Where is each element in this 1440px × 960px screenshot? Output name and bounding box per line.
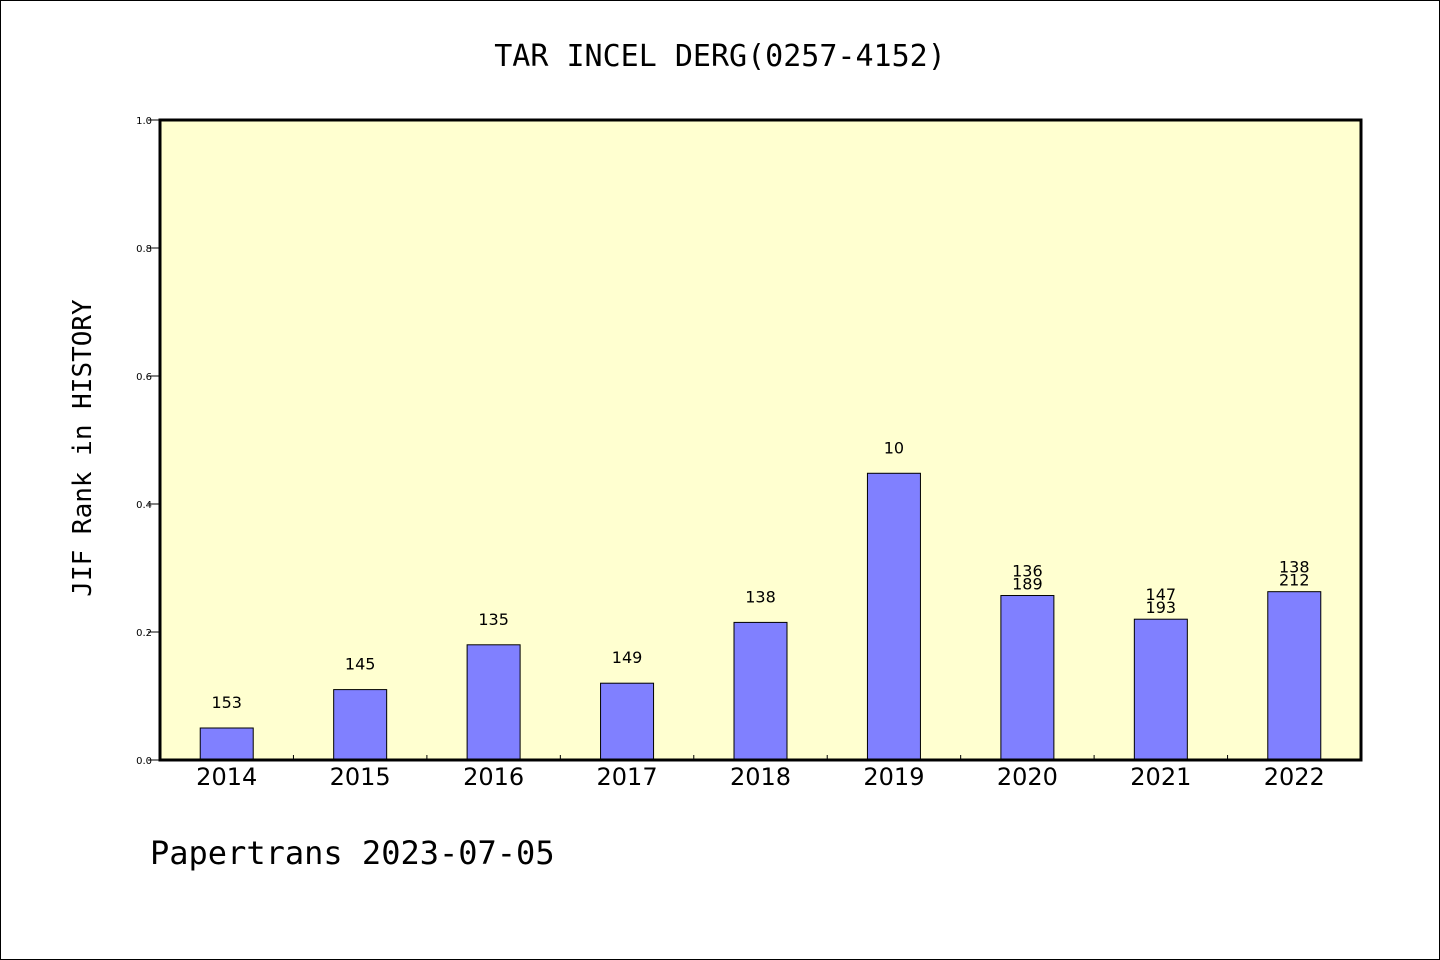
- x-tick-label: 2015: [330, 763, 391, 791]
- bar-data-label: 136: [1012, 562, 1043, 581]
- bar-data-label: 135: [478, 610, 509, 629]
- bar-2018: [733, 621, 788, 761]
- x-tick-label: 2018: [730, 763, 791, 791]
- bar-data-label: 193: [1146, 598, 1177, 617]
- x-tick-label: 2022: [1264, 763, 1325, 791]
- bar-data-label: 145: [345, 655, 376, 674]
- bar-data-label: 138: [745, 587, 776, 606]
- x-tick-label: 2021: [1130, 763, 1191, 791]
- bar-data-label: 138: [1279, 558, 1310, 577]
- y-axis-label: JIF Rank in HISTORY: [68, 299, 98, 597]
- bar-2019: [866, 472, 921, 761]
- x-tick-label: 2017: [597, 763, 658, 791]
- x-tick-label: 2014: [196, 763, 257, 791]
- footer-text: Papertrans 2023-07-05: [150, 834, 555, 872]
- bar-data-label: 153: [211, 693, 242, 712]
- bar-2020: [1000, 595, 1055, 761]
- bar-data-label: 147: [1146, 585, 1177, 604]
- bar-2014: [199, 727, 254, 761]
- y-tick-label: 0.2: [136, 628, 152, 639]
- y-axis-ticks: 0.0 0.2 0.4 0.6 0.8 1.0: [136, 116, 160, 767]
- bar-data-label: 189: [1012, 575, 1043, 594]
- x-tick-label: 2020: [997, 763, 1058, 791]
- bar-2017: [600, 682, 655, 761]
- bar-data-label: 212: [1279, 571, 1310, 590]
- bar-data-label: 10: [884, 438, 904, 457]
- bar-2016: [466, 644, 521, 761]
- x-tick-label: 2016: [463, 763, 524, 791]
- y-tick-label: 0.0: [136, 756, 152, 767]
- y-tick-label: 0.6: [136, 372, 152, 383]
- chart-title: TAR INCEL DERG(0257-4152): [494, 39, 946, 74]
- y-tick-label: 0.8: [136, 244, 152, 255]
- y-tick-label: 1.0: [136, 116, 152, 127]
- bar-2015: [333, 689, 388, 761]
- x-tick-label: 2019: [863, 763, 924, 791]
- bar-data-label: 149: [612, 648, 643, 667]
- plot-border: [158, 118, 1363, 762]
- bar-2021: [1133, 618, 1188, 761]
- x-axis-labels: 2014 2015 2016 2017 2018 2019 2020 2021 2022: [196, 763, 1325, 791]
- bar-2022: [1267, 591, 1322, 761]
- y-tick-label: 0.4: [136, 500, 152, 511]
